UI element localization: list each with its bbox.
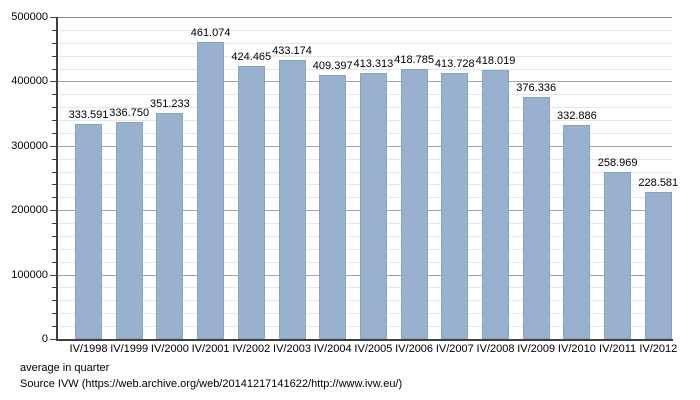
bar-IV/2009 (522, 96, 550, 339)
minor-gridline (57, 68, 672, 70)
bar-IV/2008 (482, 69, 509, 339)
plot-area: 333.591 336.750 351.233 461.074 424.465 433.1… (57, 17, 678, 339)
y-tick-label: 400000 (11, 75, 48, 88)
bar-value-label: 332.886 (557, 109, 597, 122)
y-minor-tick (52, 171, 56, 173)
y-major-tick (50, 81, 56, 83)
minor-gridline (57, 42, 672, 44)
y-minor-tick (52, 120, 56, 122)
x-tick-label: IV/2000 (150, 343, 189, 355)
x-tick-label: IV/2004 (313, 343, 352, 355)
y-minor-tick (52, 68, 56, 70)
y-minor-tick (52, 287, 56, 289)
y-major-tick (50, 145, 56, 147)
y-major-tick (50, 274, 56, 276)
bar-value-label: 351.233 (150, 97, 190, 110)
y-major-tick (50, 210, 56, 212)
y-minor-tick (52, 42, 56, 44)
chart-note: average in quarter (20, 362, 110, 374)
bar-IV/2010 (563, 124, 591, 339)
bar-value-label: 258.969 (597, 157, 638, 170)
bar-value-label: 413.313 (353, 57, 394, 70)
x-tick-label: IV/2012 (639, 343, 678, 355)
y-minor-tick (52, 197, 56, 199)
bar-value-label: 424.465 (231, 50, 272, 63)
bar-value-label: 418.019 (475, 54, 516, 67)
y-minor-tick (52, 55, 56, 57)
y-minor-tick (52, 300, 56, 302)
x-tick-label: IV/2001 (191, 343, 230, 355)
x-tick-label: IV/2005 (354, 343, 393, 355)
bar-IV/2004 (319, 75, 347, 339)
y-tick-label: 200000 (11, 204, 48, 217)
x-tick-label: IV/2011 (599, 343, 637, 355)
bar-IV/1999 (115, 122, 143, 339)
y-axis-line (56, 17, 58, 340)
bar-IV/2001 (197, 42, 225, 339)
bar-value-label: 376.336 (516, 81, 557, 94)
x-tick-label: IV/2008 (476, 343, 515, 355)
y-major-tick (50, 17, 56, 18)
bar-value-label: 413.728 (434, 57, 475, 70)
y-tick-label: 300000 (11, 139, 48, 152)
y-tick-label: 500000 (11, 11, 48, 23)
y-minor-tick (52, 326, 56, 328)
y-minor-tick (52, 313, 56, 315)
bar-IV/2011 (604, 172, 632, 339)
y-minor-tick (52, 94, 56, 96)
x-tick-label: IV/2003 (273, 343, 311, 355)
y-minor-tick (52, 223, 56, 225)
bar-value-label: 228.581 (638, 176, 679, 189)
y-tick-label: 0 (41, 333, 48, 345)
chart-source: Source IVW (https://web.archive.org/web/… (20, 378, 403, 390)
y-major-tick (50, 339, 56, 340)
bar-value-label: 336.750 (109, 107, 150, 120)
bar-IV/2000 (156, 112, 184, 339)
bar-value-label: 418.785 (394, 54, 434, 67)
y-minor-tick (52, 132, 56, 134)
major-gridline (57, 17, 672, 18)
bar-IV/2007 (441, 72, 469, 339)
y-minor-tick (52, 235, 56, 237)
x-tick-label: IV/1998 (69, 343, 108, 355)
y-minor-tick (52, 107, 56, 109)
bar-IV/2012 (644, 191, 672, 339)
minor-gridline (57, 55, 672, 57)
x-tick-label: IV/2010 (557, 343, 596, 355)
bar-value-label: 409.397 (312, 60, 353, 73)
bar-IV/2006 (400, 69, 428, 339)
y-minor-tick (52, 248, 56, 250)
bar-IV/2003 (278, 60, 306, 339)
x-tick-label: IV/2006 (395, 343, 434, 355)
y-minor-tick (52, 261, 56, 263)
bar-IV/2005 (359, 72, 387, 339)
y-tick-label: 100000 (11, 268, 48, 281)
x-tick-label: IV/2009 (517, 343, 556, 355)
x-tick-label: IV/2002 (232, 343, 271, 355)
x-tick-label: IV/1999 (110, 343, 149, 355)
bar-value-label: 433.174 (272, 45, 312, 58)
x-axis-line (56, 339, 673, 341)
bar-value-label: 461.074 (190, 27, 231, 40)
y-minor-tick (52, 158, 56, 160)
bar-IV/2002 (237, 65, 265, 339)
bar-value-label: 333.591 (68, 109, 109, 122)
bar-IV/1998 (75, 124, 102, 339)
y-minor-tick (52, 184, 56, 186)
x-tick-label: IV/2007 (435, 343, 474, 355)
y-minor-tick (52, 29, 56, 31)
minor-gridline (57, 29, 672, 31)
